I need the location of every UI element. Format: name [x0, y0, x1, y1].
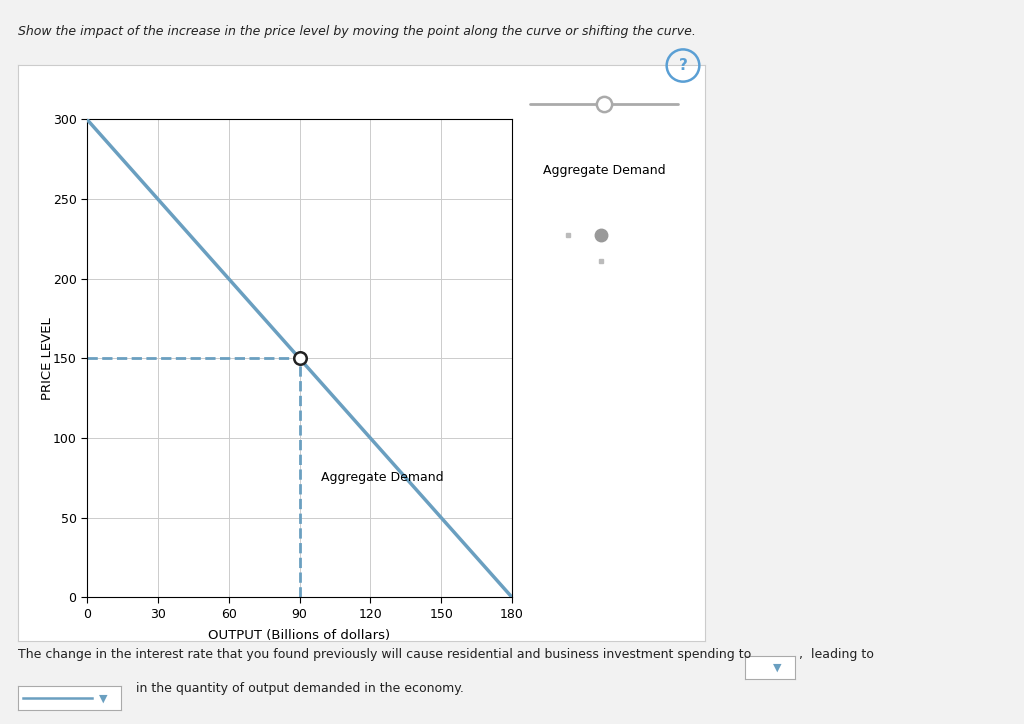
Text: ▼: ▼ [773, 663, 781, 673]
Text: Show the impact of the increase in the price level by moving the point along the: Show the impact of the increase in the p… [18, 25, 696, 38]
Y-axis label: PRICE LEVEL: PRICE LEVEL [41, 317, 53, 400]
Text: Aggregate Demand: Aggregate Demand [543, 164, 666, 177]
Text: in the quantity of output demanded in the economy.: in the quantity of output demanded in th… [128, 682, 464, 695]
Text: ▼: ▼ [99, 694, 108, 704]
Text: The change in the interest rate that you found previously will cause residential: The change in the interest rate that you… [18, 648, 752, 661]
X-axis label: OUTPUT (Billions of dollars): OUTPUT (Billions of dollars) [209, 629, 390, 642]
Text: ?: ? [679, 58, 687, 73]
Text: Aggregate Demand: Aggregate Demand [321, 471, 443, 484]
Text: ,  leading to: , leading to [799, 648, 873, 661]
